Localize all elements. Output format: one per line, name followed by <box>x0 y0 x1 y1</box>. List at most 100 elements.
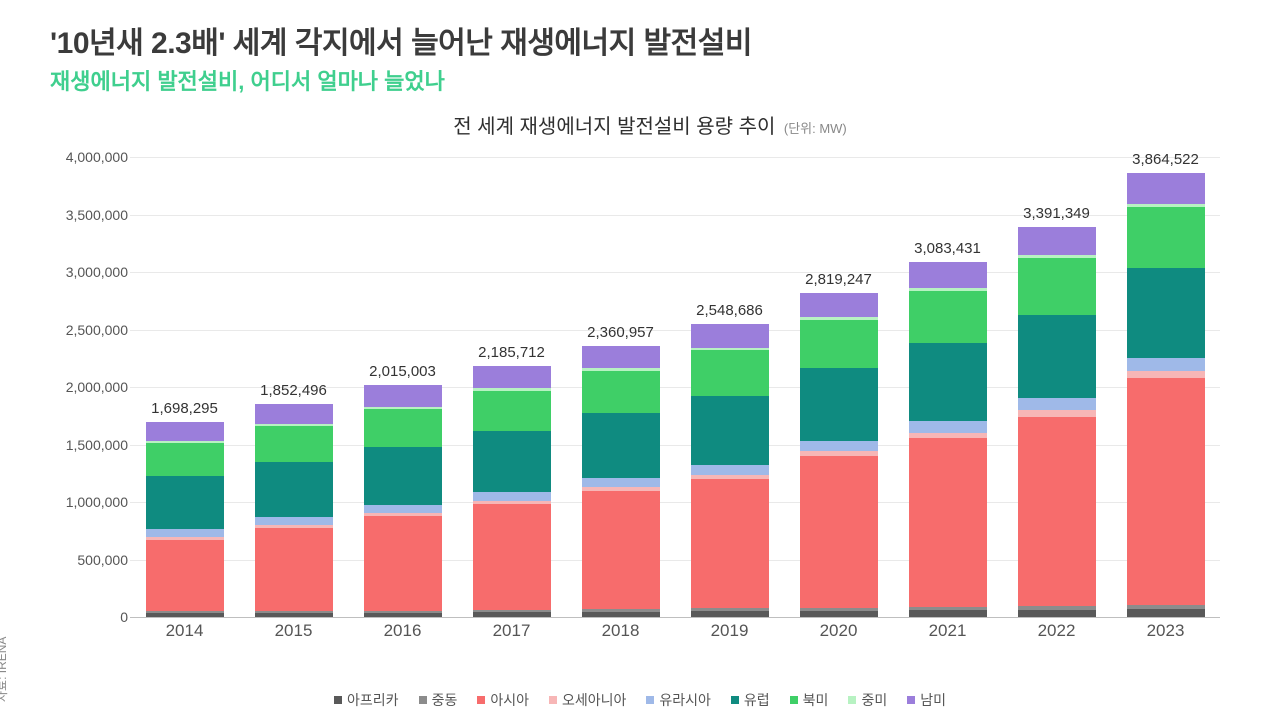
legend-item-europe: 유럽 <box>731 690 770 710</box>
bar-column: 2,360,957 <box>582 346 660 618</box>
bar-segment-eurasia <box>146 529 224 537</box>
bar-segment-europe <box>909 343 987 421</box>
legend-label: 북미 <box>803 690 829 710</box>
legend-item-oceania: 오세아니아 <box>549 690 626 710</box>
bar-segment-africa <box>800 611 878 617</box>
bar-segment-eurasia <box>364 505 442 514</box>
bar-segment-asia <box>582 491 660 609</box>
source-credit: 자료: IRENA <box>0 637 10 702</box>
legend-label: 중동 <box>432 690 458 710</box>
bar-segment-africa <box>691 611 769 617</box>
bar-stack <box>146 422 224 617</box>
bar-segment-asia <box>800 456 878 608</box>
bar-segment-africa <box>146 613 224 617</box>
bar-segment-africa <box>582 612 660 617</box>
plot-area: 1,698,2951,852,4962,015,0032,185,7122,36… <box>130 157 1220 617</box>
bar-segment-namerica <box>1127 207 1205 268</box>
bar-segment-europe <box>1127 268 1205 358</box>
bar-stack <box>255 404 333 617</box>
legend-label: 중미 <box>861 690 887 710</box>
legend-item-africa: 아프리카 <box>334 690 399 710</box>
bar-segment-africa <box>364 613 442 617</box>
bar-segment-namerica <box>255 426 333 462</box>
bar-column: 2,185,712 <box>473 366 551 617</box>
bar-column: 1,698,295 <box>146 422 224 617</box>
bar-segment-namerica <box>800 320 878 368</box>
bar-segment-europe <box>473 431 551 492</box>
bar-column: 3,083,431 <box>909 262 987 617</box>
bar-segment-asia <box>255 528 333 611</box>
y-tick-label: 2,000,000 <box>48 379 128 395</box>
bar-segment-samerica <box>1127 173 1205 205</box>
bar-column: 3,391,349 <box>1018 227 1096 617</box>
main-title: '10년새 2.3배' 세계 각지에서 늘어난 재생에너지 발전설비 <box>50 18 1250 62</box>
bar-stack <box>909 262 987 617</box>
bar-column: 2,819,247 <box>800 293 878 617</box>
bar-segment-europe <box>255 462 333 517</box>
y-tick-label: 4,000,000 <box>48 149 128 165</box>
bar-segment-europe <box>1018 315 1096 399</box>
bar-segment-europe <box>582 413 660 477</box>
chart-title-row: 전 세계 재생에너지 발전설비 용량 추이 (단위: MW) <box>50 110 1250 139</box>
legend-label: 오세아니아 <box>562 690 626 710</box>
bar-segment-eurasia <box>691 465 769 475</box>
grid-line <box>130 617 1220 618</box>
x-tick-label: 2019 <box>691 621 769 641</box>
bar-column: 2,548,686 <box>691 324 769 617</box>
bar-stack <box>473 366 551 617</box>
bar-segment-europe <box>364 447 442 505</box>
y-tick-label: 3,500,000 <box>48 207 128 223</box>
legend-swatch <box>731 696 739 704</box>
legend-swatch <box>790 696 798 704</box>
bar-segment-eurasia <box>1127 358 1205 371</box>
bar-segment-oceania <box>1127 371 1205 378</box>
legend: 아프리카중동아시아오세아니아유라시아유럽북미중미남미 <box>0 690 1280 710</box>
x-tick-label: 2018 <box>582 621 660 641</box>
bar-segment-namerica <box>909 291 987 343</box>
bar-segment-asia <box>909 438 987 607</box>
bar-segment-asia <box>473 504 551 610</box>
bar-segment-namerica <box>691 350 769 395</box>
bar-total-label: 2,015,003 <box>369 363 436 380</box>
bar-segment-samerica <box>909 262 987 288</box>
bar-column: 2,015,003 <box>364 385 442 617</box>
legend-swatch <box>646 696 654 704</box>
bar-segment-africa <box>473 612 551 617</box>
bar-segment-samerica <box>1018 227 1096 255</box>
bar-segment-samerica <box>800 293 878 317</box>
x-tick-label: 2015 <box>255 621 333 641</box>
legend-item-asia: 아시아 <box>477 690 529 710</box>
legend-label: 아프리카 <box>347 690 399 710</box>
bar-total-label: 3,864,522 <box>1132 151 1199 168</box>
bar-segment-eurasia <box>800 441 878 452</box>
bar-segment-europe <box>146 476 224 529</box>
bar-segment-asia <box>691 479 769 609</box>
y-tick-label: 1,500,000 <box>48 437 128 453</box>
bar-total-label: 1,698,295 <box>151 400 218 417</box>
y-tick-label: 500,000 <box>48 552 128 568</box>
bar-total-label: 2,185,712 <box>478 344 545 361</box>
x-tick-label: 2022 <box>1018 621 1096 641</box>
bar-segment-samerica <box>146 422 224 441</box>
x-tick-label: 2014 <box>146 621 224 641</box>
bar-total-label: 2,819,247 <box>805 271 872 288</box>
bar-segment-asia <box>1018 417 1096 607</box>
x-tick-label: 2023 <box>1127 621 1205 641</box>
bar-segment-namerica <box>582 371 660 414</box>
bar-segment-asia <box>146 540 224 611</box>
y-tick-label: 1,000,000 <box>48 494 128 510</box>
chart-container: '10년새 2.3배' 세계 각지에서 늘어난 재생에너지 발전설비 재생에너지… <box>0 0 1280 720</box>
bar-total-label: 2,360,957 <box>587 324 654 341</box>
bar-segment-africa <box>255 613 333 617</box>
bar-segment-eurasia <box>582 478 660 487</box>
y-tick-label: 0 <box>48 609 128 625</box>
legend-item-eurasia: 유라시아 <box>646 690 711 710</box>
bar-stack <box>1127 173 1205 617</box>
bar-segment-eurasia <box>473 492 551 501</box>
bars-row: 1,698,2951,852,4962,015,0032,185,7122,36… <box>130 157 1220 617</box>
bar-stack <box>800 293 878 617</box>
bar-segment-africa <box>1018 610 1096 617</box>
legend-label: 유럽 <box>744 690 770 710</box>
bar-column: 3,864,522 <box>1127 173 1205 617</box>
x-tick-label: 2017 <box>473 621 551 641</box>
